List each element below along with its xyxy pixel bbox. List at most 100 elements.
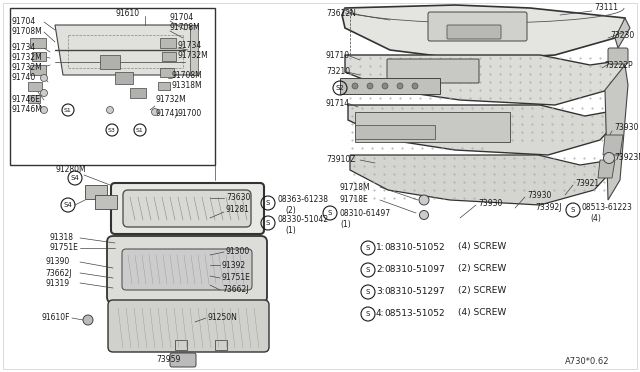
Circle shape (419, 195, 429, 205)
Text: 91746M: 91746M (11, 106, 42, 115)
Text: (2): (2) (285, 205, 296, 215)
Polygon shape (345, 55, 625, 105)
Text: 3:: 3: (376, 286, 385, 295)
Text: (4): (4) (590, 214, 601, 222)
Circle shape (352, 83, 358, 89)
Text: 91610F: 91610F (42, 314, 70, 323)
Text: 08513-51052: 08513-51052 (384, 308, 445, 317)
Bar (10, 8, 215, 165)
Circle shape (106, 106, 113, 113)
FancyBboxPatch shape (387, 59, 479, 83)
Polygon shape (348, 105, 618, 155)
Bar (160, 68, 174, 77)
Text: 91610: 91610 (116, 9, 140, 17)
FancyBboxPatch shape (107, 236, 267, 303)
Circle shape (40, 74, 47, 81)
Text: 91751E: 91751E (50, 244, 79, 253)
Text: S: S (328, 210, 332, 216)
Text: 91280M: 91280M (56, 166, 86, 174)
Circle shape (604, 153, 614, 164)
Text: A730*0.62: A730*0.62 (565, 357, 609, 366)
Text: 91714: 91714 (326, 99, 350, 108)
Text: 73230: 73230 (610, 31, 634, 39)
Text: 91281: 91281 (226, 205, 250, 215)
Text: (2) SCREW: (2) SCREW (458, 286, 506, 295)
Text: 91734: 91734 (178, 41, 202, 49)
Text: 73923M: 73923M (614, 154, 640, 163)
Text: 91700: 91700 (178, 109, 202, 118)
Text: 91751E: 91751E (222, 273, 251, 282)
Circle shape (40, 90, 47, 96)
Text: 08310-61497: 08310-61497 (339, 208, 390, 218)
Text: 08363-61238: 08363-61238 (277, 196, 328, 205)
Bar (162, 52, 176, 61)
Text: 73930: 73930 (614, 124, 638, 132)
Bar (28, 82, 42, 91)
Text: 91300: 91300 (226, 247, 250, 257)
Text: S1: S1 (136, 128, 144, 132)
Text: S: S (366, 311, 370, 317)
Text: 73630: 73630 (226, 193, 250, 202)
Text: 91708M: 91708M (172, 71, 203, 80)
Bar (95, 195, 117, 209)
Text: S: S (266, 220, 270, 226)
Text: S: S (366, 267, 370, 273)
Bar (355, 112, 510, 142)
Text: 73111: 73111 (594, 3, 618, 13)
Text: S4: S4 (70, 175, 79, 181)
Bar (100, 55, 120, 69)
Text: 2:: 2: (376, 264, 385, 273)
Circle shape (40, 106, 47, 113)
Text: 91318M: 91318M (172, 80, 203, 90)
Polygon shape (350, 155, 612, 205)
FancyBboxPatch shape (170, 353, 196, 367)
Text: 91708M: 91708M (11, 28, 42, 36)
Circle shape (397, 83, 403, 89)
Text: S2: S2 (335, 85, 344, 91)
Text: 91718M: 91718M (340, 183, 371, 192)
Text: 73930: 73930 (527, 190, 552, 199)
Text: 08513-61223: 08513-61223 (582, 203, 633, 212)
Text: S: S (266, 200, 270, 206)
Text: 91741: 91741 (155, 109, 179, 118)
Polygon shape (55, 25, 198, 75)
Bar (355, 125, 435, 139)
Text: 91250N: 91250N (208, 314, 238, 323)
Circle shape (152, 109, 159, 115)
FancyBboxPatch shape (428, 12, 527, 41)
Text: S: S (571, 207, 575, 213)
FancyBboxPatch shape (111, 183, 264, 234)
Text: 1:: 1: (376, 243, 385, 251)
Text: 91710: 91710 (326, 51, 350, 60)
Text: S: S (366, 289, 370, 295)
Text: 08310-51052: 08310-51052 (384, 243, 445, 251)
Text: 91704: 91704 (11, 17, 35, 26)
Bar (32, 52, 46, 61)
Bar (85, 185, 107, 199)
Text: 73662J: 73662J (222, 285, 248, 294)
Bar (160, 38, 176, 48)
Text: 91732M: 91732M (11, 62, 42, 71)
FancyBboxPatch shape (123, 190, 251, 227)
Text: 91708M: 91708M (170, 23, 201, 32)
Text: 08310-51297: 08310-51297 (384, 286, 445, 295)
Polygon shape (598, 160, 615, 178)
Text: 73910Z: 73910Z (326, 155, 355, 164)
Polygon shape (605, 65, 628, 200)
FancyBboxPatch shape (447, 25, 501, 39)
Text: 73959: 73959 (156, 356, 180, 365)
Bar (158, 82, 170, 90)
Text: S: S (366, 245, 370, 251)
Text: (2) SCREW: (2) SCREW (458, 264, 506, 273)
Text: 91746E: 91746E (11, 96, 40, 105)
Circle shape (412, 83, 418, 89)
Text: 73930: 73930 (478, 199, 502, 208)
Text: 91704: 91704 (170, 13, 195, 22)
Bar (28, 95, 40, 103)
Text: 91319: 91319 (45, 279, 69, 288)
Bar (130, 88, 146, 98)
Text: 91718E: 91718E (340, 196, 369, 205)
Bar (175, 340, 187, 350)
Text: 91734: 91734 (11, 44, 35, 52)
FancyBboxPatch shape (122, 249, 252, 290)
